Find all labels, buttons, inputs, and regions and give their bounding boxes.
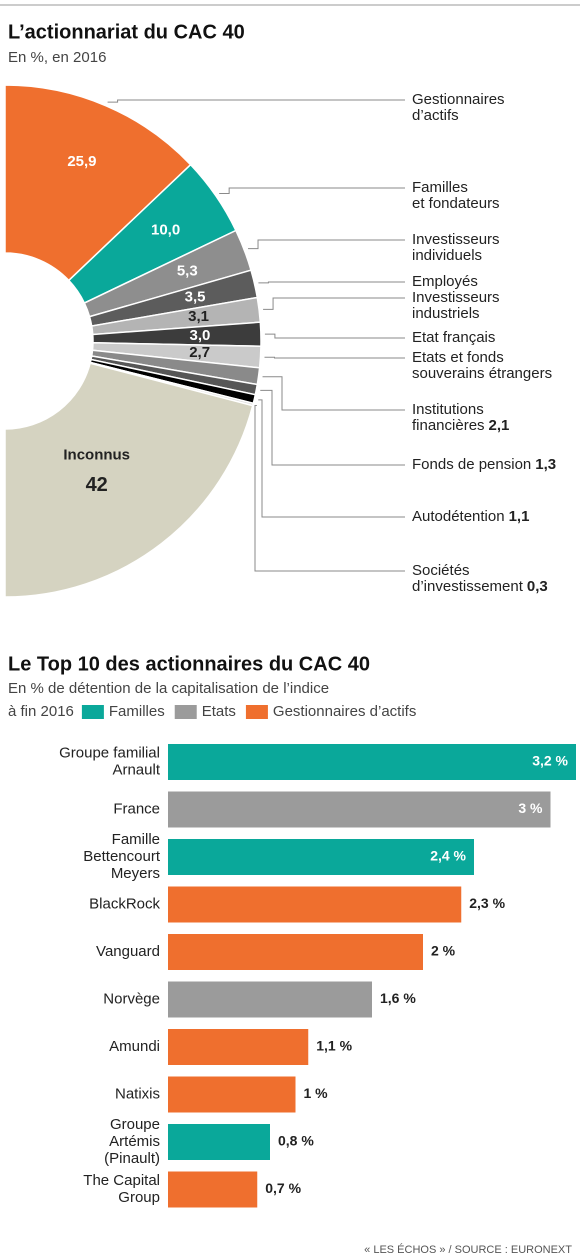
bar: [168, 791, 551, 828]
slice-label: Etat français: [412, 329, 495, 346]
bar: [168, 1029, 309, 1065]
category-label: Amundi: [109, 1038, 160, 1055]
slice-value: 2,7: [189, 344, 210, 361]
slice-label: Sociétés d’investissement: [412, 562, 524, 595]
bar: [168, 934, 423, 970]
source: « LES ÉCHOS » / SOURCE : EURONEXT: [364, 1243, 572, 1256]
pie-slice: [4, 84, 192, 282]
slice-value: 1,1: [509, 508, 530, 525]
category-label: The Capital Group: [83, 1172, 160, 1206]
leader-line: [258, 281, 405, 284]
category-label: Natixis: [115, 1085, 160, 1102]
legend-label: Familles: [109, 703, 165, 720]
slice-value: 5,3: [177, 263, 198, 280]
leader-line: [262, 376, 405, 411]
value-label: 3,2 %: [532, 753, 568, 769]
slice-label: Fonds de pension: [412, 456, 531, 473]
value-label: 2,3 %: [469, 895, 505, 911]
pie-slice: [4, 362, 254, 598]
chart-title: L’actionnariat du CAC 40: [8, 21, 245, 43]
category-label: Famille Bettencourt Meyers: [83, 831, 161, 882]
slice-value: 3,1: [188, 308, 209, 325]
category-label: France: [113, 800, 160, 817]
slice-label: Etats et fonds souverains étrangers: [412, 349, 552, 382]
category-label: BlackRock: [89, 895, 160, 912]
slice-label: Autodétention: [412, 508, 505, 525]
category-label: Vanguard: [96, 943, 160, 960]
leader-line: [264, 356, 405, 359]
leader-line: [258, 399, 405, 518]
value-label: 2 %: [431, 943, 456, 959]
bar: [168, 981, 372, 1018]
slice-value: 0,3: [527, 578, 548, 595]
slice-value: 2,1: [489, 417, 510, 434]
bar: [168, 1124, 270, 1160]
value-label: 3 %: [518, 800, 543, 816]
slice-value: 3,0: [190, 327, 211, 344]
slice-label: Investisseurs individuels: [412, 231, 500, 264]
legend-swatch: [174, 705, 197, 719]
slice-label: Investisseurs industriels: [412, 289, 500, 322]
bar: [168, 839, 474, 875]
bar: [168, 744, 576, 780]
leader-line: [219, 187, 405, 195]
value-label: 1,1 %: [316, 1038, 352, 1054]
bar: [168, 1076, 296, 1113]
bar: [168, 886, 462, 923]
slice-name: Inconnus: [63, 447, 130, 464]
leader-line: [263, 297, 405, 310]
category-label: Groupe familial Arnault: [59, 744, 161, 778]
slice-value: 42: [86, 474, 108, 496]
leader-line: [264, 333, 405, 339]
value-label: 1 %: [304, 1085, 329, 1101]
slice-value: 25,9: [67, 153, 96, 170]
slice-value: 10,0: [151, 221, 180, 238]
legend-swatch: [81, 705, 104, 719]
leader-line: [107, 99, 405, 103]
value-label: 2,4 %: [430, 848, 466, 864]
value-label: 1,6 %: [380, 990, 416, 1006]
value-label: 0,7 %: [265, 1180, 301, 1196]
legend-label: Gestionnaires d’actifs: [273, 703, 416, 720]
slice-value: 3,5: [185, 288, 206, 305]
legend-swatch: [245, 705, 268, 719]
category-label: Norvège: [103, 990, 160, 1007]
chart-subtitle: En %, en 2016: [8, 49, 106, 66]
slice-value: 1,3: [535, 456, 556, 473]
category-label: Groupe Artémis (Pinault): [104, 1116, 160, 1167]
legend-label: Etats: [202, 703, 236, 720]
slice-label: Employés: [412, 273, 478, 290]
value-label: 0,8 %: [278, 1133, 314, 1149]
chart-subtitle: En % de détention de la capitalisation d…: [8, 680, 329, 720]
leader-line: [254, 404, 405, 572]
slice-label: Familles et fondateurs: [412, 179, 500, 212]
chart-title: Le Top 10 des actionnaires du CAC 40: [8, 653, 370, 675]
leader-line: [248, 239, 405, 250]
slice-label: Gestionnaires d’actifs: [412, 91, 505, 124]
leader-line: [260, 389, 405, 466]
slice-label: Institutions financières: [412, 401, 485, 434]
bar: [168, 1171, 258, 1208]
